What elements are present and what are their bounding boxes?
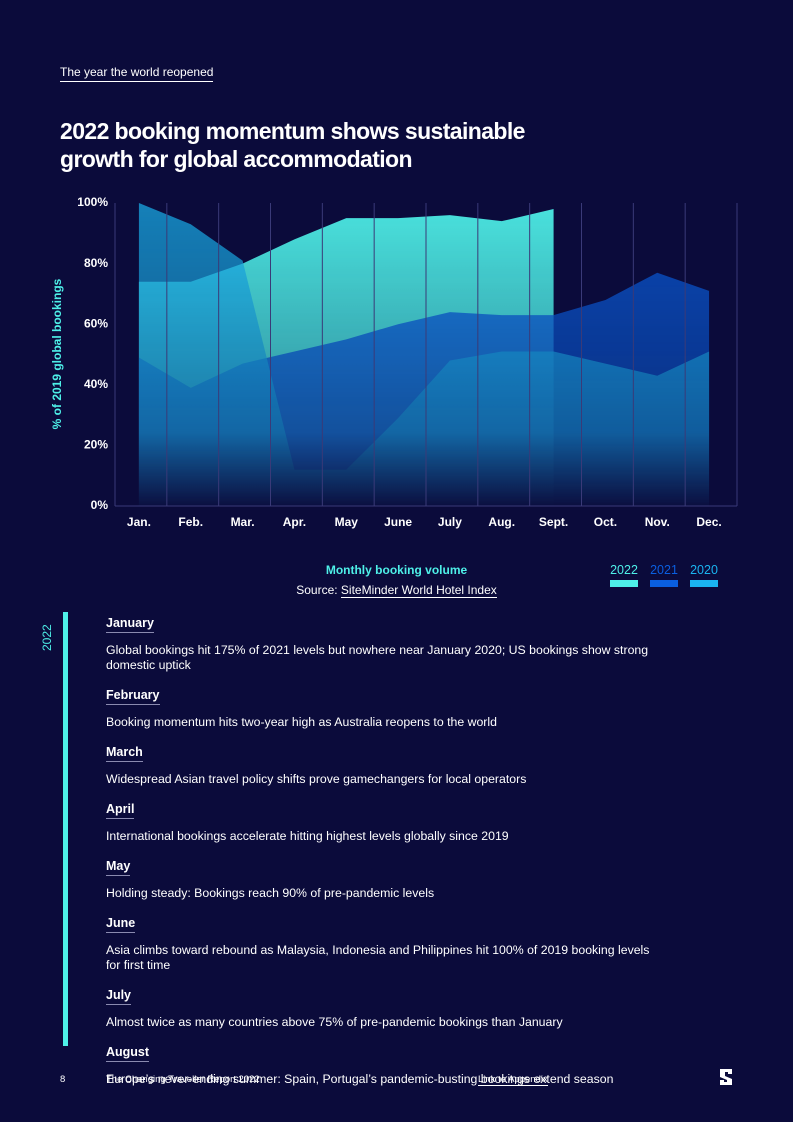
timeline-text: Global bookings hit 175% of 2021 levels … bbox=[106, 643, 649, 672]
timeline-bar bbox=[63, 612, 68, 1046]
timeline: January Global bookings hit 175% of 2021 … bbox=[106, 614, 746, 1100]
timeline-month: April bbox=[106, 802, 135, 819]
legend-swatch bbox=[650, 580, 678, 587]
timeline-text: Europe’s never-ending summer: Spain, Por… bbox=[106, 1072, 614, 1086]
y-tick-label: 100% bbox=[77, 195, 108, 209]
x-tick-label: June bbox=[384, 515, 412, 529]
timeline-month: June bbox=[106, 916, 136, 933]
x-tick-label: Feb. bbox=[178, 515, 203, 529]
y-axis-label: % of 2019 global bookings bbox=[50, 278, 64, 429]
timeline-month: May bbox=[106, 859, 131, 876]
timeline-month: March bbox=[106, 745, 143, 762]
x-tick-label: Nov. bbox=[645, 515, 670, 529]
timeline-item: July Almost twice as many countries above… bbox=[106, 986, 746, 1030]
area bbox=[138, 203, 710, 506]
chart: % of 2019 global bookings 0% 20% 40% 60% 80%… bbox=[50, 195, 738, 529]
x-tick-label: Dec. bbox=[696, 515, 721, 529]
timeline-item: April International bookings accelerate h… bbox=[106, 800, 746, 844]
timeline-item: August Europe’s never-ending summer: Spai… bbox=[106, 1043, 746, 1087]
kicker: The year the world reopened bbox=[60, 65, 214, 82]
x-tick-label: Aug. bbox=[488, 515, 515, 529]
timeline-month: August bbox=[106, 1045, 150, 1062]
timeline-text: Booking momentum hits two-year high as A… bbox=[106, 715, 497, 729]
timeline-month: January bbox=[106, 616, 154, 633]
source-link[interactable]: SiteMinder World Hotel Index bbox=[340, 583, 497, 598]
legend-item: 2021 bbox=[650, 563, 678, 587]
y-tick-label: 0% bbox=[91, 498, 109, 512]
timeline-item: March Widespread Asian travel policy shif… bbox=[106, 743, 746, 787]
timeline-item: June Asia climbs toward rebound as Malays… bbox=[106, 914, 746, 973]
x-tick-label: Sept. bbox=[539, 515, 568, 529]
page-number: 8 bbox=[60, 1074, 66, 1085]
legend-swatch bbox=[690, 580, 718, 587]
legend: 2022 2021 2020 bbox=[610, 563, 718, 587]
timeline-month: July bbox=[106, 988, 132, 1005]
x-tick-label: Jan. bbox=[127, 515, 151, 529]
logo bbox=[720, 1069, 732, 1085]
timeline-month: February bbox=[106, 688, 160, 705]
x-tick-label: May bbox=[335, 515, 359, 529]
timeline-item: February Booking momentum hits two-year h… bbox=[106, 686, 746, 730]
legend-label: 2022 bbox=[610, 563, 638, 577]
legend-label: 2020 bbox=[690, 563, 718, 577]
timeline-item: January Global bookings hit 175% of 2021 … bbox=[106, 614, 746, 673]
timeline-item: May Holding steady: Bookings reach 90% of… bbox=[106, 857, 746, 901]
x-tick-label: Apr. bbox=[283, 515, 306, 529]
timeline-text: International bookings accelerate hittin… bbox=[106, 829, 509, 843]
x-tick-label: July bbox=[438, 515, 462, 529]
legend-label: 2021 bbox=[650, 563, 678, 577]
page-title: 2022 booking momentum shows sustainable … bbox=[60, 118, 525, 172]
source: Source: SiteMinder World Hotel Index bbox=[0, 583, 793, 598]
legend-swatch bbox=[610, 580, 638, 587]
report-name: The Changing Traveller Report 2022 bbox=[106, 1074, 260, 1085]
source-prefix: Source: bbox=[296, 583, 338, 597]
timeline-year: 2022 bbox=[40, 624, 54, 651]
x-tick-label: Oct. bbox=[594, 515, 617, 529]
timeline-text: Almost twice as many countries above 75%… bbox=[106, 1015, 563, 1029]
timeline-text: Widespread Asian travel policy shifts pr… bbox=[106, 772, 527, 786]
timeline-text: Holding steady: Bookings reach 90% of pr… bbox=[106, 886, 435, 900]
x-tick-label: Mar. bbox=[231, 515, 255, 529]
legend-item: 2022 bbox=[610, 563, 638, 587]
x-axis-label: Monthly booking volume bbox=[325, 563, 468, 577]
y-tick-label: 20% bbox=[84, 438, 108, 452]
y-tick-label: 80% bbox=[84, 256, 108, 270]
appendix-link[interactable]: Link to Appendix bbox=[478, 1074, 548, 1086]
timeline-text: Asia climbs toward rebound as Malaysia, … bbox=[106, 943, 650, 972]
legend-item: 2020 bbox=[690, 563, 718, 587]
y-tick-label: 60% bbox=[84, 316, 108, 330]
y-tick-label: 40% bbox=[84, 377, 108, 391]
